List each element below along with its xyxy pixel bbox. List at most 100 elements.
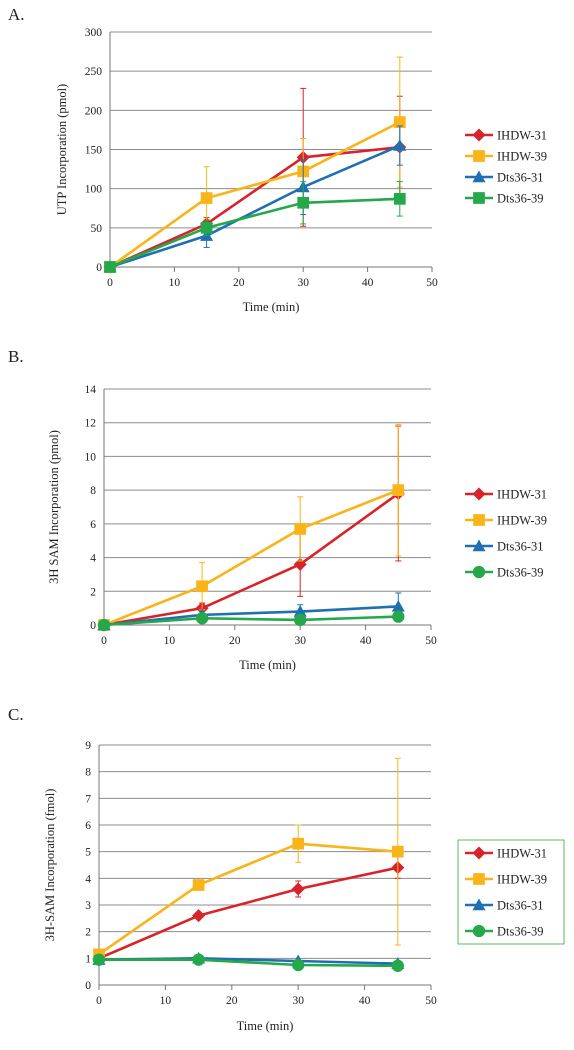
- x-tick-label: 20: [233, 277, 245, 289]
- y-tick-label: 2: [90, 586, 96, 598]
- legend-swatch-marker: [472, 539, 486, 552]
- data-point: [192, 879, 205, 891]
- legend-label: Dts36-39: [497, 925, 544, 939]
- series-line: [109, 120, 401, 269]
- legend-swatch-marker: [472, 846, 486, 860]
- data-point: [294, 523, 307, 535]
- y-tick-label: 2: [85, 927, 91, 939]
- y-tick-label: 50: [91, 223, 103, 235]
- x-tick-label: 10: [160, 995, 172, 1007]
- legend-item: IHDW-31: [465, 128, 547, 143]
- data-point: [200, 192, 213, 204]
- x-axis-title: Time (min): [237, 1019, 294, 1033]
- legend-item: IHDW-39: [465, 873, 547, 887]
- series-IHDW-39: [93, 757, 404, 961]
- chart-panel-2: B. 0 2 4 6 8 10 12 14 0 10 20 30 40 50 Time (min) 3H SAM…: [8, 347, 547, 672]
- y-tick-label: 7: [85, 793, 91, 805]
- series-IHDW-39: [104, 56, 406, 273]
- series-line: [109, 197, 400, 269]
- panel-label: A.: [8, 5, 25, 24]
- chart-panel-3: C. 0 1 2 3 4 5 6 7 8 9 0 10 20 30 40 50 Time (min) 3H-SAM …: [8, 705, 565, 1033]
- data-point: [292, 837, 305, 850]
- legend-swatch-marker: [473, 192, 485, 204]
- legend-item: IHDW-31: [465, 487, 547, 502]
- legend-label: IHDW-31: [497, 488, 547, 502]
- y-tick-label: 5: [85, 847, 91, 859]
- y-axis-title: UTP Incorporation (pmol): [55, 84, 69, 215]
- data-point: [293, 605, 307, 617]
- legend-label: Dts36-31: [497, 899, 544, 913]
- x-tick-label: 0: [107, 277, 113, 289]
- x-tick-label: 50: [425, 995, 437, 1007]
- data-point: [192, 909, 206, 923]
- y-tick-label: 200: [85, 105, 103, 117]
- panel-label: B.: [8, 347, 24, 366]
- data-point: [393, 116, 406, 128]
- panel-label: C.: [8, 705, 24, 724]
- x-tick-label: 40: [359, 995, 371, 1007]
- series-Dts36-39: [104, 181, 406, 273]
- series-line: [103, 605, 399, 627]
- legend-border: [457, 839, 565, 945]
- data-point: [292, 958, 305, 972]
- series-line: [109, 144, 401, 269]
- legend-swatch-marker: [472, 565, 486, 579]
- data-point: [200, 221, 213, 234]
- legend-label: Dts36-31: [497, 540, 544, 554]
- legend-item: Dts36-31: [465, 539, 544, 554]
- y-axis-title: 3H-SAM Incorporation (fmol): [43, 789, 57, 942]
- y-tick-label: 4: [85, 873, 91, 885]
- series-IHDW-39: [98, 423, 405, 631]
- data-point: [393, 139, 407, 151]
- y-tick-label: 1: [85, 953, 91, 965]
- x-tick-label: 30: [294, 635, 306, 647]
- y-tick-label: 10: [85, 451, 97, 463]
- series-Dts36-39: [97, 610, 405, 632]
- x-tick-label: 10: [169, 277, 181, 289]
- y-tick-label: 3: [85, 900, 91, 912]
- y-tick-label: 12: [85, 418, 97, 430]
- legend-item: Dts36-39: [465, 925, 544, 939]
- data-point: [97, 618, 111, 632]
- data-point: [391, 599, 405, 612]
- legend-label: IHDW-31: [497, 129, 547, 143]
- legend-label: IHDW-39: [497, 873, 547, 887]
- data-point: [392, 484, 405, 496]
- data-point: [192, 953, 205, 966]
- data-point: [195, 612, 209, 625]
- legend-item: Dts36-39: [465, 566, 544, 580]
- y-tick-label: 4: [90, 553, 96, 565]
- legend-item: Dts36-31: [465, 170, 544, 185]
- chart-panel-1: A. 0 50 100 150 200 250 300 0 10 20 30 40 50 Time (min…: [8, 5, 547, 314]
- x-tick-label: 50: [425, 635, 437, 647]
- series-line: [98, 866, 399, 960]
- y-tick-label: 0: [85, 980, 91, 992]
- data-point: [393, 193, 406, 205]
- y-tick-label: 8: [90, 485, 96, 497]
- series-line: [103, 492, 400, 627]
- y-tick-label: 9: [85, 740, 91, 752]
- legend-item: IHDW-31: [465, 846, 547, 861]
- data-point: [294, 613, 307, 627]
- legend-label: Dts36-39: [497, 192, 544, 206]
- legend-swatch-marker: [473, 514, 485, 526]
- legend-swatch-marker: [472, 924, 486, 938]
- legend-item: IHDW-39: [465, 514, 547, 528]
- x-tick-label: 10: [164, 635, 176, 647]
- series-IHDW-31: [103, 87, 407, 274]
- legend-swatch-marker: [472, 898, 486, 911]
- x-tick-label: 40: [362, 277, 374, 289]
- y-axis-title: 3H SAM Incorporation (pmol): [47, 430, 61, 584]
- legend-label: Dts36-39: [497, 566, 544, 580]
- legend-label: Dts36-31: [497, 171, 544, 185]
- legend-label: IHDW-31: [497, 847, 547, 861]
- x-tick-label: 20: [229, 635, 241, 647]
- data-point: [297, 196, 310, 209]
- data-point: [293, 557, 307, 571]
- x-axis-title: Time (min): [239, 658, 296, 672]
- y-tick-label: 8: [85, 767, 91, 779]
- y-tick-label: 6: [90, 519, 96, 531]
- data-point: [391, 845, 404, 858]
- y-tick-label: 14: [85, 384, 97, 396]
